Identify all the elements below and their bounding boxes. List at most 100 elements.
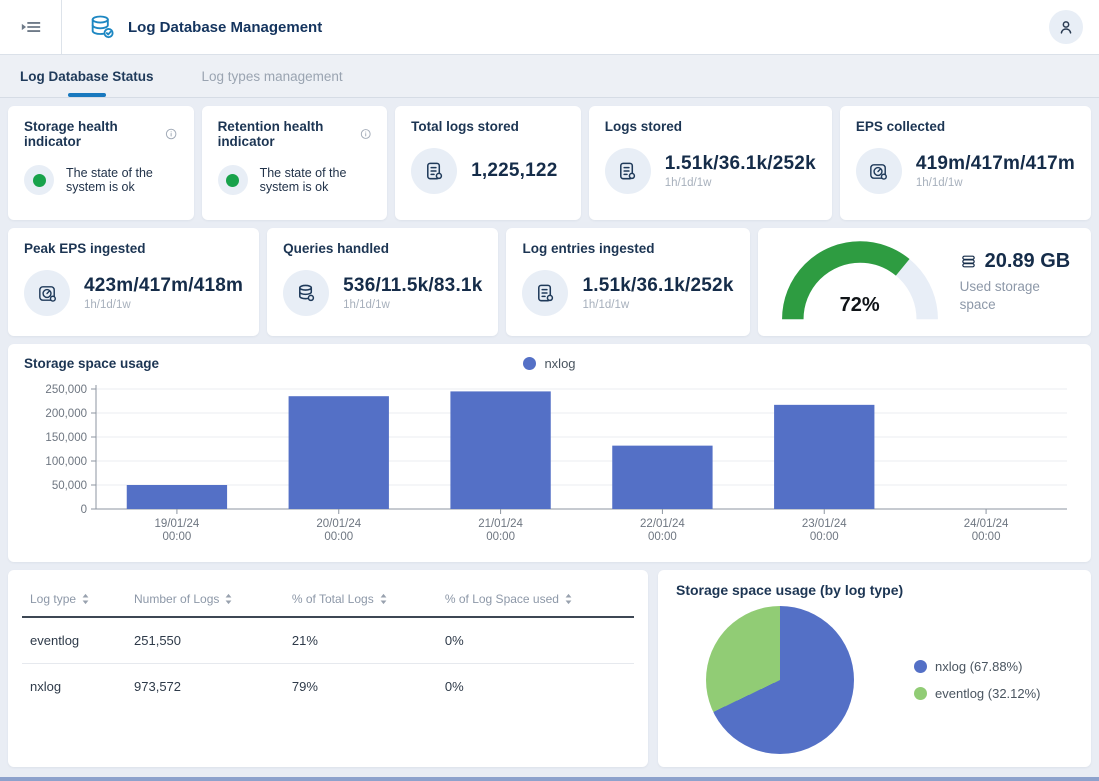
card-queries-handled: Queries handled 536/11.5k/83.1k 1h/1d/1w <box>267 228 498 336</box>
x-tick-label-time: 00:00 <box>163 531 192 543</box>
x-tick-label-date: 21/01/24 <box>478 518 523 530</box>
pie-chart-canvas[interactable] <box>706 606 854 754</box>
info-icon[interactable] <box>165 127 177 141</box>
bar-chart-canvas[interactable]: 050,000100,000150,000200,000250,00019/01… <box>24 383 1075 547</box>
document-gear-icon <box>411 148 457 194</box>
table-row-nxlog: nxlog973,57279%0% <box>22 664 634 710</box>
y-tick-label: 150,000 <box>45 432 87 444</box>
bar-19/01/24 <box>127 485 227 509</box>
card-storage-gauge: 72% 20.89 GB Used storage space 8 GB Ava… <box>758 228 1091 336</box>
log-type-table: Log type Number of Logs % of Total Logs % o… <box>22 580 634 709</box>
document-gear-icon <box>522 270 568 316</box>
table-cell: 21% <box>284 617 437 664</box>
sort-icon <box>224 593 233 605</box>
column-header--of-total-logs[interactable]: % of Total Logs <box>284 580 437 617</box>
y-tick-label: 200,000 <box>45 408 87 420</box>
x-tick-label-time: 00:00 <box>810 531 839 543</box>
card-retention-health: Retention health indicator The state of … <box>202 106 388 220</box>
user-menu-button[interactable] <box>1049 10 1083 44</box>
card-storage-health: Storage health indicator The state of th… <box>8 106 194 220</box>
card-title: Log entries ingested <box>522 241 733 256</box>
metric-value: 1.51k/36.1k/252k <box>665 153 816 175</box>
used-storage-block: 20.89 GB Used storage space <box>960 250 1099 314</box>
column-header-log-type[interactable]: Log type <box>22 580 126 617</box>
log-type-table-card: Log type Number of Logs % of Total Logs % o… <box>8 570 648 767</box>
user-icon <box>1056 17 1076 37</box>
card-title: EPS collected <box>856 119 1075 134</box>
gauge-percent-label: 72% <box>840 294 880 317</box>
used-storage-label: Used storage space <box>960 278 1080 314</box>
bar-22/01/24 <box>612 446 712 509</box>
card-peak-eps: Peak EPS ingested 423m/417m/418m 1h/1d/1… <box>8 228 259 336</box>
y-tick-label: 0 <box>81 504 87 516</box>
card-total-logs: Total logs stored 1,225,122 <box>395 106 581 220</box>
bar-23/01/24 <box>774 405 874 509</box>
pie-legend-item-nxlog[interactable]: nxlog (67.88%) <box>914 659 1041 674</box>
card-log-entries: Log entries ingested 1.51k/36.1k/252k 1h… <box>506 228 749 336</box>
metric-period: 1h/1d/1w <box>84 299 243 311</box>
y-tick-label: 100,000 <box>45 456 87 468</box>
bar-chart-legend: nxlog <box>8 356 1091 371</box>
page-title: Log Database Management <box>128 19 322 36</box>
sidebar-toggle-button[interactable] <box>0 0 62 54</box>
card-eps-collected: EPS collected 419m/417m/417m 1h/1d/1w <box>840 106 1091 220</box>
health-ok-dot <box>33 174 46 187</box>
bar-21/01/24 <box>450 391 550 509</box>
x-tick-label-date: 24/01/24 <box>964 518 1009 530</box>
health-status-ring <box>24 165 54 195</box>
table-row-eventlog: eventlog251,55021%0% <box>22 617 634 664</box>
bottom-scroll-strip[interactable] <box>0 777 1099 781</box>
health-status-text: The state of the system is ok <box>66 166 178 194</box>
metric-value: 1.51k/36.1k/252k <box>582 275 733 297</box>
x-tick-label-date: 23/01/24 <box>802 518 847 530</box>
metric-period: 1h/1d/1w <box>916 177 1075 189</box>
column-header--of-log-space-used[interactable]: % of Log Space used <box>437 580 634 617</box>
gauge-meter-icon <box>24 270 70 316</box>
column-label: % of Total Logs <box>292 592 374 606</box>
y-tick-label: 50,000 <box>52 480 87 492</box>
column-label: Log type <box>30 592 76 606</box>
legend-label: nxlog <box>544 356 575 371</box>
card-title: Storage health indicator <box>24 119 159 149</box>
pie-legend-item-eventlog[interactable]: eventlog (32.12%) <box>914 686 1041 701</box>
x-tick-label-time: 00:00 <box>324 531 353 543</box>
metric-value: 1,225,122 <box>471 160 557 182</box>
table-header-row: Log type Number of Logs % of Total Logs % o… <box>22 580 634 617</box>
sort-icon <box>564 593 573 605</box>
x-tick-label-date: 22/01/24 <box>640 518 685 530</box>
table-cell: nxlog <box>22 664 126 710</box>
used-storage-value: 20.89 GB <box>985 250 1071 273</box>
x-tick-label-time: 00:00 <box>972 531 1001 543</box>
health-status-text: The state of the system is ok <box>260 166 372 194</box>
health-ok-dot <box>226 174 239 187</box>
column-label: Number of Logs <box>134 592 219 606</box>
x-tick-label-date: 20/01/24 <box>316 518 361 530</box>
card-title: Peak EPS ingested <box>24 241 243 256</box>
pie-chart-title: Storage space usage (by log type) <box>676 582 1073 598</box>
legend-item-nxlog[interactable]: nxlog <box>523 356 575 371</box>
metric-value: 423m/417m/418m <box>84 275 243 297</box>
info-icon[interactable] <box>360 127 371 141</box>
storage-gauge[interactable]: 72% <box>776 232 944 333</box>
legend-label: nxlog (67.88%) <box>935 659 1022 674</box>
tab-log-database-status[interactable]: Log Database Status <box>20 55 154 97</box>
document-gear-icon <box>605 148 651 194</box>
metric-period: 1h/1d/1w <box>665 177 816 189</box>
metric-value: 536/11.5k/83.1k <box>343 275 482 297</box>
tab-bar: Log Database Status Log types management <box>0 54 1099 98</box>
main-content: Storage health indicator The state of th… <box>0 98 1099 775</box>
column-header-number-of-logs[interactable]: Number of Logs <box>126 580 284 617</box>
table-cell: 251,550 <box>126 617 284 664</box>
table-cell: 79% <box>284 664 437 710</box>
table-cell: 0% <box>437 664 634 710</box>
column-label: % of Log Space used <box>445 592 559 606</box>
pie-chart-legend: nxlog (67.88%) eventlog (32.12%) <box>914 659 1041 701</box>
database-check-icon <box>88 13 116 41</box>
sidebar-toggle-icon <box>20 16 42 38</box>
metric-period: 1h/1d/1w <box>343 299 482 311</box>
kpi-row-1: Storage health indicator The state of th… <box>8 106 1091 220</box>
x-tick-label-time: 00:00 <box>648 531 677 543</box>
card-logs-stored: Logs stored 1.51k/36.1k/252k 1h/1d/1w <box>589 106 832 220</box>
legend-label: eventlog (32.12%) <box>935 686 1041 701</box>
tab-log-types-management[interactable]: Log types management <box>202 55 343 97</box>
